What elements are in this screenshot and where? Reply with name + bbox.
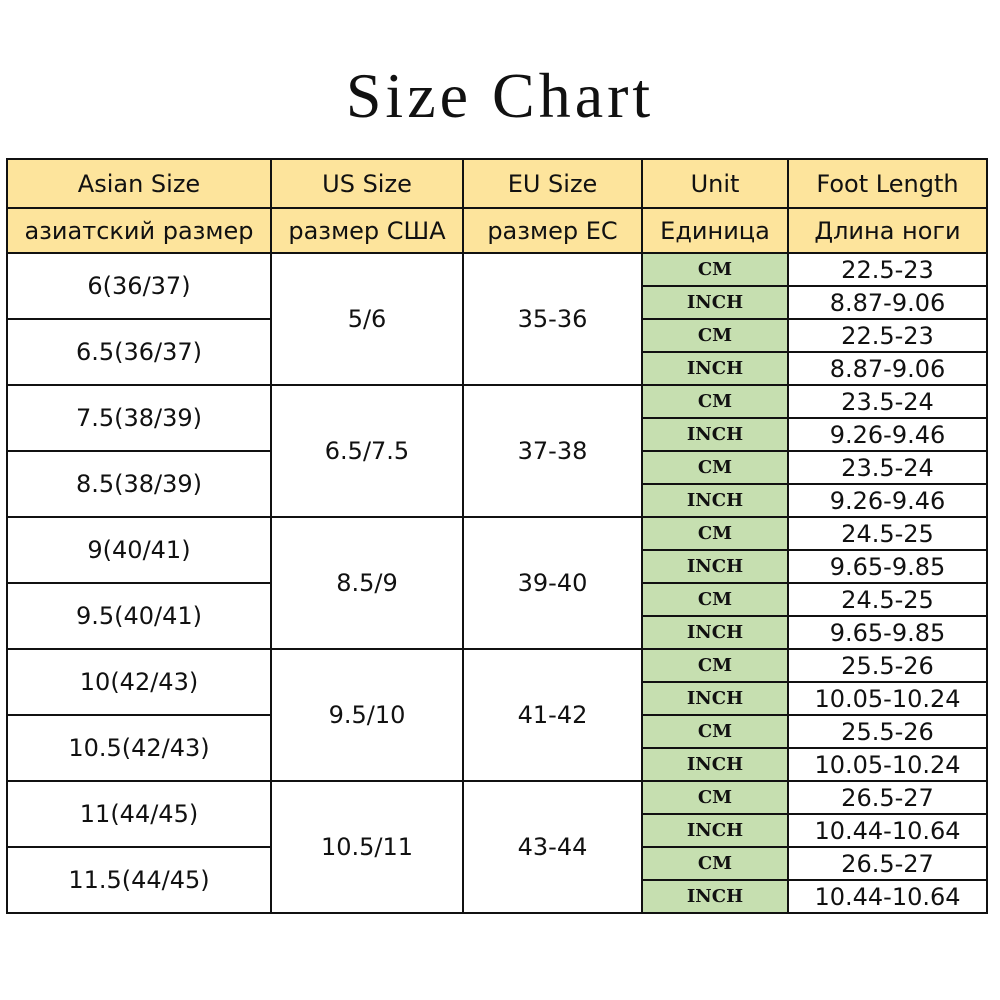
eu-size-cell: 39-40: [462, 516, 643, 650]
foot-length-cell: 10.44-10.64: [787, 879, 988, 914]
foot-length-cell: 23.5-24: [787, 450, 988, 485]
asian-size-cell: 7.5(38/39): [6, 384, 272, 452]
table-row: 9.5(40/41) CM 24.5-25: [6, 582, 988, 650]
foot-length-cell: 25.5-26: [787, 648, 988, 683]
foot-length-cell: 9.26-9.46: [787, 417, 988, 452]
unit-cell: INCH: [641, 285, 789, 320]
foot-length-cell: 10.05-10.24: [787, 747, 988, 782]
unit-cell: CM: [641, 714, 789, 749]
table-row: 9(40/41) 8.5/9 39-40 CM 24.5-25: [6, 516, 988, 650]
foot-length-cell: 22.5-23: [787, 318, 988, 353]
table-row: INCH 8.87-9.06: [7, 351, 988, 386]
table-row: 6(36/37) 5/6 35-36 CM 22.5-23: [6, 252, 988, 386]
unit-cell: CM: [641, 450, 789, 485]
table-row: 10(42/43) 9.5/10 41-42 CM 25.5-26: [6, 648, 988, 782]
foot-length-cell: 24.5-25: [787, 516, 988, 551]
unit-cell: CM: [641, 780, 789, 815]
header-eu-size-ru: размер ЕС: [462, 207, 643, 254]
asian-size-cell: 6.5(36/37): [6, 318, 272, 386]
table-row: 7.5(38/39) 6.5/7.5 37-38 CM 23.5-24: [6, 384, 988, 518]
asian-size-cell: 10.5(42/43): [6, 714, 272, 782]
header-row-english: Asian Size US Size EU Size Unit Foot Len…: [6, 158, 988, 209]
unit-cell: INCH: [641, 879, 789, 914]
header-us-size-ru: размер США: [270, 207, 464, 254]
header-foot-length: Foot Length: [787, 158, 988, 209]
foot-length-cell: 26.5-27: [787, 780, 988, 815]
table-row: INCH 9.65-9.85: [7, 615, 988, 650]
table-row: INCH 9.26-9.46: [7, 483, 988, 518]
asian-size-cell: 9(40/41): [6, 516, 272, 584]
header-us-size: US Size: [270, 158, 464, 209]
unit-cell: INCH: [641, 813, 789, 848]
unit-cell: CM: [641, 648, 789, 683]
unit-cell: CM: [641, 846, 789, 881]
table-row: 8.5(38/39) CM 23.5-24: [6, 450, 988, 518]
unit-cell: CM: [641, 582, 789, 617]
asian-size-cell: 11(44/45): [6, 780, 272, 848]
table-row: INCH 10.05-10.24: [7, 747, 988, 782]
asian-size-cell: 6(36/37): [6, 252, 272, 320]
unit-cell: INCH: [641, 483, 789, 518]
table-row: INCH 10.44-10.64: [7, 813, 988, 848]
header-eu-size: EU Size: [462, 158, 643, 209]
unit-cell: CM: [641, 318, 789, 353]
table-row: 10.5(42/43) CM 25.5-26: [6, 714, 988, 782]
unit-cell: CM: [641, 252, 789, 287]
table-row: 11(44/45) 10.5/11 43-44 CM 26.5-27: [6, 780, 988, 914]
asian-size-cell: 11.5(44/45): [6, 846, 272, 914]
unit-cell: CM: [641, 516, 789, 551]
foot-length-cell: 9.65-9.85: [787, 549, 988, 584]
table-row: INCH 10.05-10.24: [7, 681, 988, 716]
eu-size-cell: 43-44: [462, 780, 643, 914]
unit-cell: INCH: [641, 417, 789, 452]
table-row: 6.5(36/37) CM 22.5-23: [6, 318, 988, 386]
header-row-russian: азиатский размер размер США размер ЕС Ед…: [6, 207, 988, 254]
foot-length-cell: 9.26-9.46: [787, 483, 988, 518]
foot-length-cell: 26.5-27: [787, 846, 988, 881]
foot-length-cell: 22.5-23: [787, 252, 988, 287]
us-size-cell: 10.5/11: [270, 780, 464, 914]
asian-size-cell: 9.5(40/41): [6, 582, 272, 650]
unit-cell: CM: [641, 384, 789, 419]
table-row: INCH 9.65-9.85: [7, 549, 988, 584]
table-row: INCH 9.26-9.46: [7, 417, 988, 452]
foot-length-cell: 23.5-24: [787, 384, 988, 419]
header-unit-ru: Единица: [641, 207, 789, 254]
us-size-cell: 5/6: [270, 252, 464, 386]
table-row: 11.5(44/45) CM 26.5-27: [6, 846, 988, 914]
foot-length-cell: 9.65-9.85: [787, 615, 988, 650]
eu-size-cell: 41-42: [462, 648, 643, 782]
unit-cell: INCH: [641, 681, 789, 716]
foot-length-cell: 25.5-26: [787, 714, 988, 749]
asian-size-cell: 10(42/43): [6, 648, 272, 716]
page-title: Size Chart: [345, 60, 655, 131]
foot-length-cell: 24.5-25: [787, 582, 988, 617]
unit-cell: INCH: [641, 351, 789, 386]
foot-length-cell: 8.87-9.06: [787, 285, 988, 320]
unit-cell: INCH: [641, 747, 789, 782]
header-foot-length-ru: Длина ноги: [787, 207, 988, 254]
header-asian-size-ru: азиатский размер: [6, 207, 272, 254]
us-size-cell: 6.5/7.5: [270, 384, 464, 518]
foot-length-cell: 8.87-9.06: [787, 351, 988, 386]
foot-length-cell: 10.05-10.24: [787, 681, 988, 716]
unit-cell: INCH: [641, 615, 789, 650]
foot-length-cell: 10.44-10.64: [787, 813, 988, 848]
eu-size-cell: 37-38: [462, 384, 643, 518]
eu-size-cell: 35-36: [462, 252, 643, 386]
us-size-cell: 8.5/9: [270, 516, 464, 650]
us-size-cell: 9.5/10: [270, 648, 464, 782]
header-unit: Unit: [641, 158, 789, 209]
header-asian-size: Asian Size: [6, 158, 272, 209]
table-row: INCH 8.87-9.06: [7, 285, 988, 320]
table-row: INCH 10.44-10.64: [7, 879, 988, 914]
unit-cell: INCH: [641, 549, 789, 584]
asian-size-cell: 8.5(38/39): [6, 450, 272, 518]
size-chart-table: Asian Size US Size EU Size Unit Foot Len…: [6, 158, 988, 914]
